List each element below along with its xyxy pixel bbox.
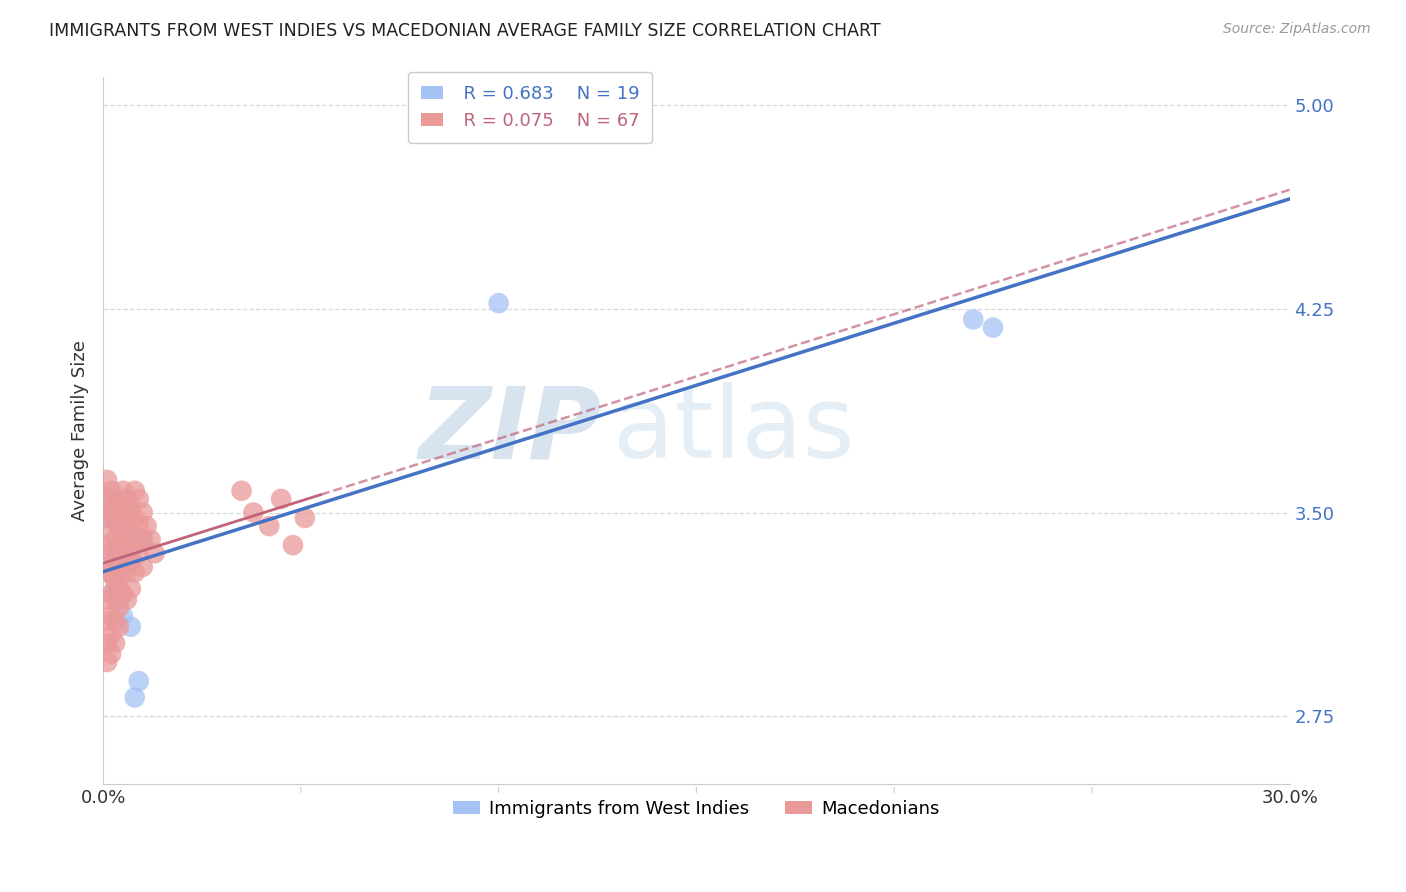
Point [242,506,264,520]
Point [100,608,122,623]
Point [111,546,134,560]
Point [111,483,134,498]
Point [115,491,138,506]
Point [111,608,134,623]
Point [96,511,118,525]
Point [115,511,138,525]
Point [128,546,150,560]
Point [108,560,131,574]
Point [111,527,134,541]
Point [124,533,146,547]
Point [100,566,122,580]
Point [100,546,122,560]
Point [124,690,146,705]
Point [100,546,122,560]
Point [128,491,150,506]
Point [96,491,118,506]
Text: atlas: atlas [613,383,855,479]
Point [143,546,166,560]
Point [115,566,138,580]
Point [96,655,118,669]
Point [100,527,122,541]
Point [108,500,131,514]
Text: ZIP: ZIP [419,383,602,479]
Point [281,538,304,552]
Point [270,491,292,506]
Text: IMMIGRANTS FROM WEST INDIES VS MACEDONIAN AVERAGE FAMILY SIZE CORRELATION CHART: IMMIGRANTS FROM WEST INDIES VS MACEDONIA… [49,22,880,40]
Point [294,511,316,525]
Point [100,587,122,601]
Point [104,511,127,525]
Point [131,533,153,547]
Point [231,483,253,498]
Point [108,620,131,634]
Point [139,533,162,547]
Point [104,551,127,566]
Point [108,600,131,615]
Point [96,592,118,607]
Point [108,519,131,533]
Point [104,636,127,650]
Point [104,533,127,547]
Point [111,566,134,580]
Point [100,506,122,520]
Point [120,527,142,541]
Point [104,574,127,588]
Point [104,592,127,607]
Point [120,500,142,514]
Point [104,506,127,520]
Point [96,511,118,525]
Point [100,483,122,498]
Point [96,538,118,552]
Point [111,506,134,520]
Point [124,538,146,552]
Point [104,582,127,596]
Point [111,587,134,601]
Point [120,582,142,596]
Point [100,647,122,661]
Point [488,296,510,310]
Point [111,538,134,552]
Point [120,546,142,560]
Point [96,566,118,580]
Point [124,511,146,525]
Point [120,554,142,568]
Point [115,592,138,607]
Point [104,614,127,628]
Point [100,491,122,506]
Point [257,519,280,533]
Point [96,614,118,628]
Point [96,636,118,650]
Point [115,538,138,552]
Point [108,538,131,552]
Point [108,519,131,533]
Point [981,320,1004,334]
Text: Source: ZipAtlas.com: Source: ZipAtlas.com [1223,22,1371,37]
Point [96,473,118,487]
Point [128,674,150,689]
Point [128,519,150,533]
Legend: Immigrants from West Indies, Macedonians: Immigrants from West Indies, Macedonians [446,792,948,825]
Point [131,506,153,520]
Point [115,527,138,541]
Point [131,533,153,547]
Point [135,519,157,533]
Point [124,483,146,498]
Point [100,628,122,642]
Point [108,582,131,596]
Point [124,566,146,580]
Point [104,491,127,506]
Point [131,560,153,574]
Point [108,592,131,607]
Point [120,620,142,634]
Y-axis label: Average Family Size: Average Family Size [72,341,89,521]
Point [962,312,984,326]
